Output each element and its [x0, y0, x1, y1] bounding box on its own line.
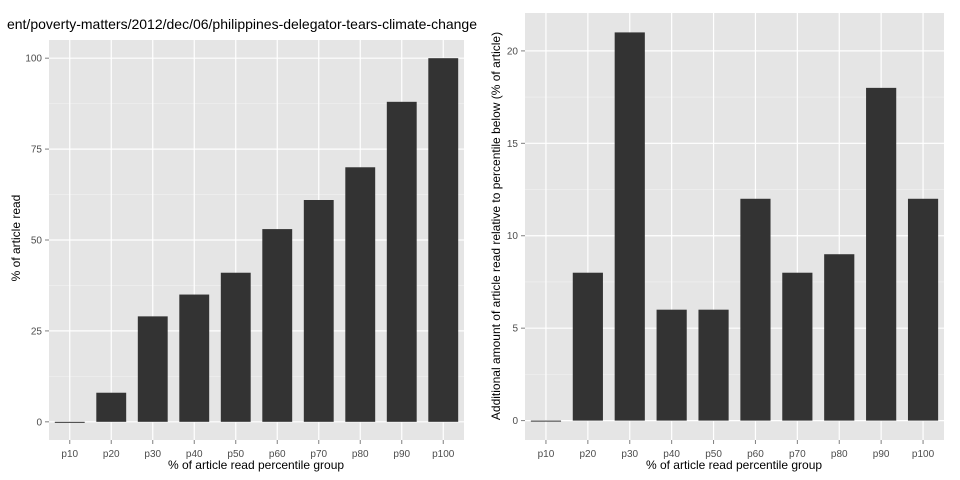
y-tick-label: 50	[31, 236, 43, 247]
y-tick-label: 5	[512, 324, 518, 335]
bar	[220, 272, 251, 422]
x-tick-label: p80	[352, 449, 369, 460]
bar	[698, 309, 729, 421]
y-tick-label: 15	[507, 139, 519, 150]
y-tick-label: 0	[512, 416, 518, 427]
bar	[96, 392, 127, 422]
x-tick-label: p70	[789, 449, 806, 460]
x-tick-label: p10	[61, 449, 78, 460]
chart-left: ent/poverty-matters/2012/dec/06/philippi…	[7, 16, 477, 472]
bar	[866, 87, 897, 421]
x-tick-label: p70	[310, 449, 327, 460]
x-tick-label: p20	[103, 449, 120, 460]
bar	[824, 254, 855, 421]
x-tick-label: p50	[227, 449, 244, 460]
bar	[345, 167, 376, 422]
x-tick-label: p100	[432, 449, 455, 460]
x-tick-label: p80	[831, 449, 848, 460]
x-tick-label: p50	[705, 449, 722, 460]
bar	[614, 32, 645, 421]
y-tick-label: 25	[31, 326, 43, 337]
y-tick-label: 0	[36, 417, 42, 428]
bar	[740, 198, 771, 421]
x-tick-label: p90	[393, 449, 410, 460]
y-axis-ticks: 0 5 10 15 20	[507, 46, 525, 427]
x-axis-title: % of article read percentile group	[646, 458, 822, 472]
x-tick-label: p40	[663, 449, 680, 460]
x-tick-label: p10	[538, 449, 555, 460]
bar	[656, 309, 687, 421]
x-tick-label: p20	[580, 449, 597, 460]
bar	[54, 421, 85, 423]
y-tick-label: 10	[507, 231, 519, 242]
x-tick-label: p90	[873, 449, 890, 460]
x-axis-ticks: p10 p20 p30 p40 p50 p60 p70 p80 p90 p100	[538, 440, 935, 460]
y-axis-ticks: 0 25 50 75 100	[25, 54, 49, 428]
y-tick-label: 75	[31, 145, 43, 156]
x-tick-label: p100	[912, 449, 935, 460]
y-tick-label: 20	[507, 46, 519, 57]
x-tick-label: p30	[144, 449, 161, 460]
y-tick-label: 100	[25, 54, 42, 65]
y-axis-title: Additional amount of article read relati…	[489, 32, 503, 420]
bar	[179, 294, 210, 422]
x-tick-label: p60	[747, 449, 764, 460]
bar	[137, 316, 168, 422]
y-axis-title: % of article read	[9, 195, 23, 282]
bar	[262, 229, 293, 422]
x-tick-label: p30	[621, 449, 638, 460]
chart-right: 0 5 10 15 20 p10 p20 p30 p40 p50 p60 p70 p80 p90 p100…	[489, 13, 944, 472]
x-axis-title: % of article read percentile group	[168, 458, 344, 472]
bar	[530, 420, 562, 422]
bars	[54, 58, 459, 423]
chart-title: ent/poverty-matters/2012/dec/06/philippi…	[7, 16, 477, 32]
bars	[530, 32, 939, 422]
bar	[386, 101, 417, 422]
x-tick-label: p60	[269, 449, 286, 460]
bar	[907, 198, 939, 421]
bar	[782, 272, 813, 421]
bar	[303, 200, 334, 422]
x-tick-label: p40	[186, 449, 203, 460]
bar	[428, 58, 459, 422]
x-axis-ticks: p10 p20 p30 p40 p50 p60 p70 p80 p90 p100	[61, 440, 455, 460]
bar	[572, 272, 603, 421]
